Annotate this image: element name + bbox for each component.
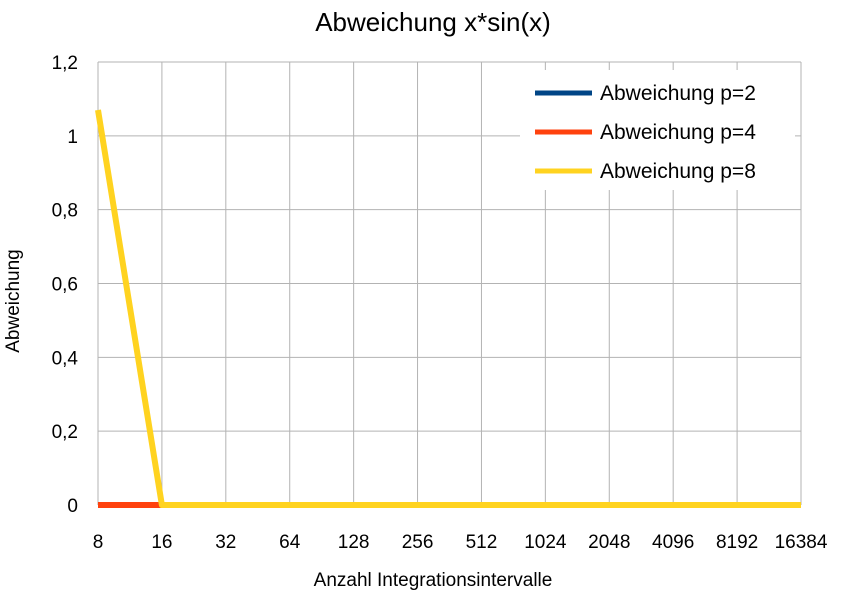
chart-title: Abweichung x*sin(x) xyxy=(315,7,551,37)
x-tick-label: 512 xyxy=(466,532,498,553)
x-axis-label: Anzahl Integrationsintervalle xyxy=(314,570,553,591)
series-lines xyxy=(95,109,801,508)
y-tick-label: 1 xyxy=(67,127,78,148)
x-tick-label: 256 xyxy=(402,532,434,553)
y-tick-label: 0,2 xyxy=(52,422,78,443)
x-tick-label: 2048 xyxy=(588,532,630,553)
legend-label-2: Abweichung p=4 xyxy=(600,121,756,144)
legend: Abweichung p=2 Abweichung p=4 Abweichung p… xyxy=(520,70,795,190)
legend-label-1: Abweichung p=2 xyxy=(600,82,756,105)
x-tick-label: 64 xyxy=(279,532,301,553)
x-tick-label: 16384 xyxy=(775,532,828,553)
x-tick-label: 4096 xyxy=(652,532,694,553)
y-axis-label: Abweichung xyxy=(3,249,24,353)
gridlines xyxy=(97,61,802,506)
legend-label-3: Abweichung p=8 xyxy=(600,160,756,183)
y-tick-label: 0,8 xyxy=(52,201,78,222)
y-tick-label: 0,4 xyxy=(52,348,79,369)
x-tick-label: 128 xyxy=(338,532,370,553)
x-tick-label: 32 xyxy=(215,532,236,553)
y-tick-label: 0,6 xyxy=(52,275,78,296)
y-axis-ticks: 0 0,2 0,4 0,6 0,8 1 1,2 xyxy=(52,53,79,517)
series-line-3 xyxy=(95,109,801,508)
y-tick-label: 0 xyxy=(67,496,78,517)
x-axis-ticks: 8 16 32 64 128 256 512 1024 2048 4096 8192 16384 xyxy=(93,532,828,553)
y-tick-label: 1,2 xyxy=(52,53,78,74)
x-tick-label: 8 xyxy=(93,532,104,553)
x-tick-label: 16 xyxy=(151,532,172,553)
x-tick-label: 8192 xyxy=(716,532,758,553)
x-tick-label: 1024 xyxy=(524,532,567,553)
